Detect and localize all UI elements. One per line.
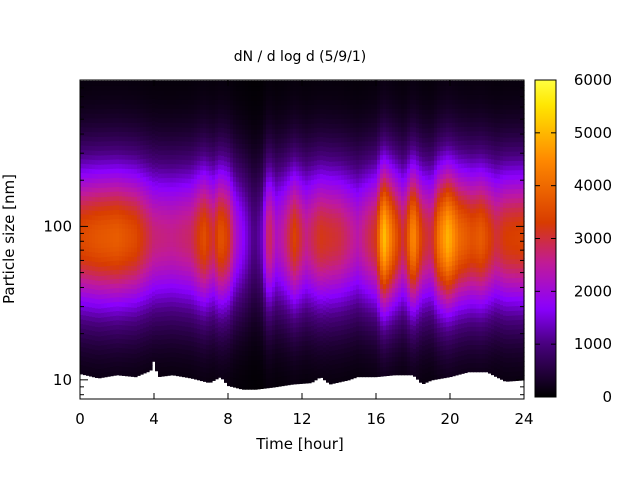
chart-title: dN / d log d (5/9/1) bbox=[234, 49, 367, 65]
size-distribution-chart: dN / d log d (5/9/1) 0 4 8 12 16 20 24 10100 T… bbox=[0, 0, 640, 480]
heatmap-plot-area bbox=[80, 81, 525, 390]
heatmap-cell bbox=[149, 365, 153, 370]
